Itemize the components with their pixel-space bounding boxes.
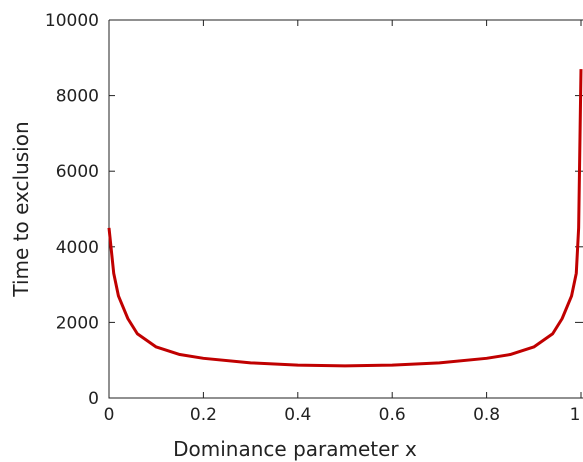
x-axis-label: Dominance parameter x bbox=[173, 437, 417, 461]
y-tick-label: 0 bbox=[88, 389, 99, 409]
y-tick-label: 6000 bbox=[56, 162, 99, 182]
y-tick-label: 4000 bbox=[56, 238, 99, 258]
y-axis-label: Time to exclusion bbox=[9, 121, 33, 297]
x-tick-label: 0.6 bbox=[379, 405, 406, 425]
axes-box bbox=[108, 19, 583, 399]
y-tick-label: 8000 bbox=[56, 87, 99, 107]
y-tick-label: 10000 bbox=[45, 11, 99, 31]
x-tick-label: 0.4 bbox=[284, 405, 311, 425]
x-tick-label: 0 bbox=[104, 405, 115, 425]
line bbox=[107, 69, 583, 368]
x-tick-label: 0.2 bbox=[190, 405, 217, 425]
x-tick-label: 0.8 bbox=[473, 405, 500, 425]
x-tick-label: 1 bbox=[570, 405, 581, 425]
y-tick-label: 2000 bbox=[56, 313, 99, 333]
